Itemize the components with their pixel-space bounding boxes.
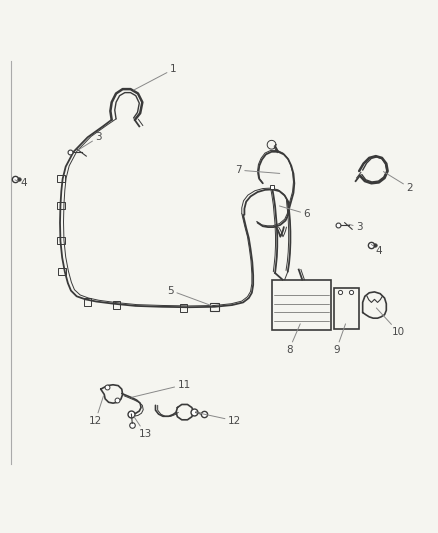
Bar (57, 175, 65, 182)
Text: 13: 13 (134, 416, 152, 439)
Text: 6: 6 (279, 206, 310, 219)
Bar (334, 287, 359, 329)
Text: 9: 9 (333, 324, 346, 355)
Text: 2: 2 (383, 172, 413, 192)
Text: 10: 10 (376, 308, 405, 337)
Bar (180, 304, 187, 312)
Bar (272, 280, 331, 330)
Text: 11: 11 (132, 379, 191, 397)
Bar (210, 303, 219, 311)
Bar (84, 298, 91, 306)
Text: 3: 3 (78, 132, 102, 150)
Bar (58, 268, 66, 275)
Text: 8: 8 (286, 324, 300, 355)
Bar (57, 201, 65, 209)
Text: 4: 4 (15, 178, 28, 188)
Text: 7: 7 (235, 165, 280, 175)
Text: 12: 12 (196, 413, 241, 426)
Text: 12: 12 (89, 396, 103, 426)
Bar (113, 301, 120, 309)
Text: 1: 1 (134, 64, 177, 90)
Bar (57, 237, 65, 244)
Text: 3: 3 (349, 222, 363, 232)
Text: 5: 5 (167, 286, 212, 306)
Text: 4: 4 (371, 244, 382, 256)
